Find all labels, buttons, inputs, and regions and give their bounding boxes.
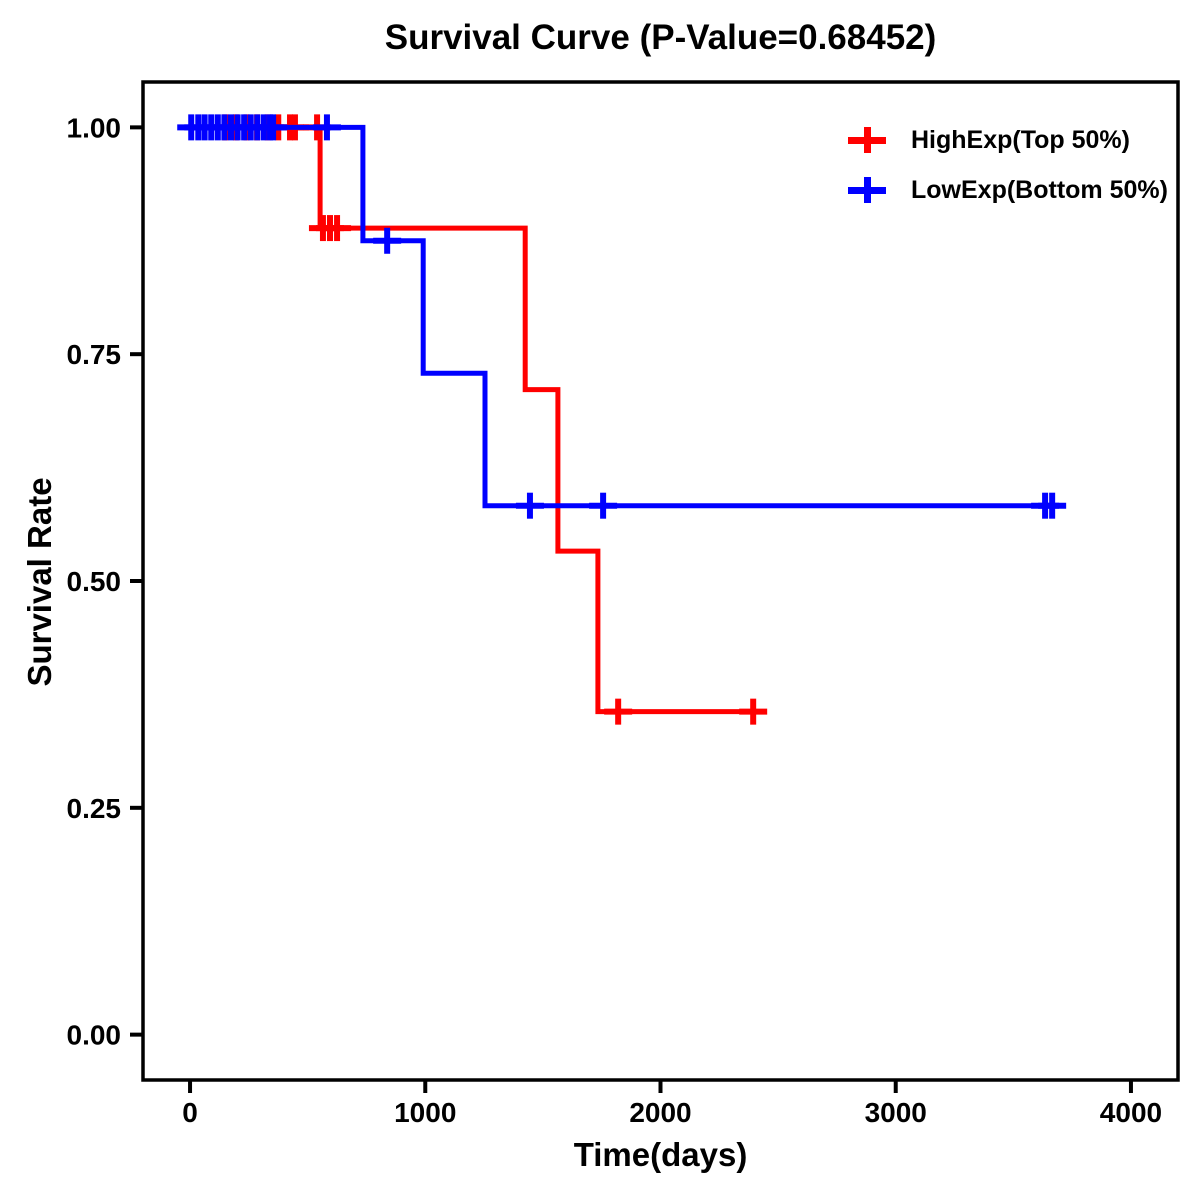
y-tick-label: 0.00 bbox=[67, 1020, 122, 1051]
y-tick-label: 0.25 bbox=[67, 793, 122, 824]
x-axis-title: Time(days) bbox=[573, 1136, 748, 1173]
y-tick-label: 0.75 bbox=[67, 339, 122, 370]
y-axis-title: Survival Rate bbox=[21, 477, 58, 687]
highexp-plus-marker-icon bbox=[845, 122, 889, 158]
highexp-curve bbox=[190, 124, 765, 715]
lowexp-curve bbox=[190, 124, 1066, 509]
chart-title: Survival Curve (P-Value=0.68452) bbox=[384, 18, 937, 57]
lowexp-plus-marker-icon bbox=[845, 172, 889, 208]
x-tick-label: 4000 bbox=[1100, 1097, 1162, 1128]
x-tick-label: 1000 bbox=[394, 1097, 456, 1128]
legend-item-lowexp: LowExp(Bottom 50%) bbox=[845, 172, 1168, 208]
y-tick-label: 0.50 bbox=[67, 566, 122, 597]
x-tick-label: 0 bbox=[182, 1097, 198, 1128]
legend-label-lowexp: LowExp(Bottom 50%) bbox=[911, 175, 1168, 204]
legend-item-highexp: HighExp(Top 50%) bbox=[845, 122, 1130, 158]
legend-label-highexp: HighExp(Top 50%) bbox=[911, 125, 1130, 154]
x-tick-label: 2000 bbox=[629, 1097, 691, 1128]
plot-panel bbox=[143, 82, 1178, 1080]
x-tick-label: 3000 bbox=[865, 1097, 927, 1128]
plot-border bbox=[141, 80, 1180, 1082]
y-tick-label: 1.00 bbox=[67, 112, 122, 143]
